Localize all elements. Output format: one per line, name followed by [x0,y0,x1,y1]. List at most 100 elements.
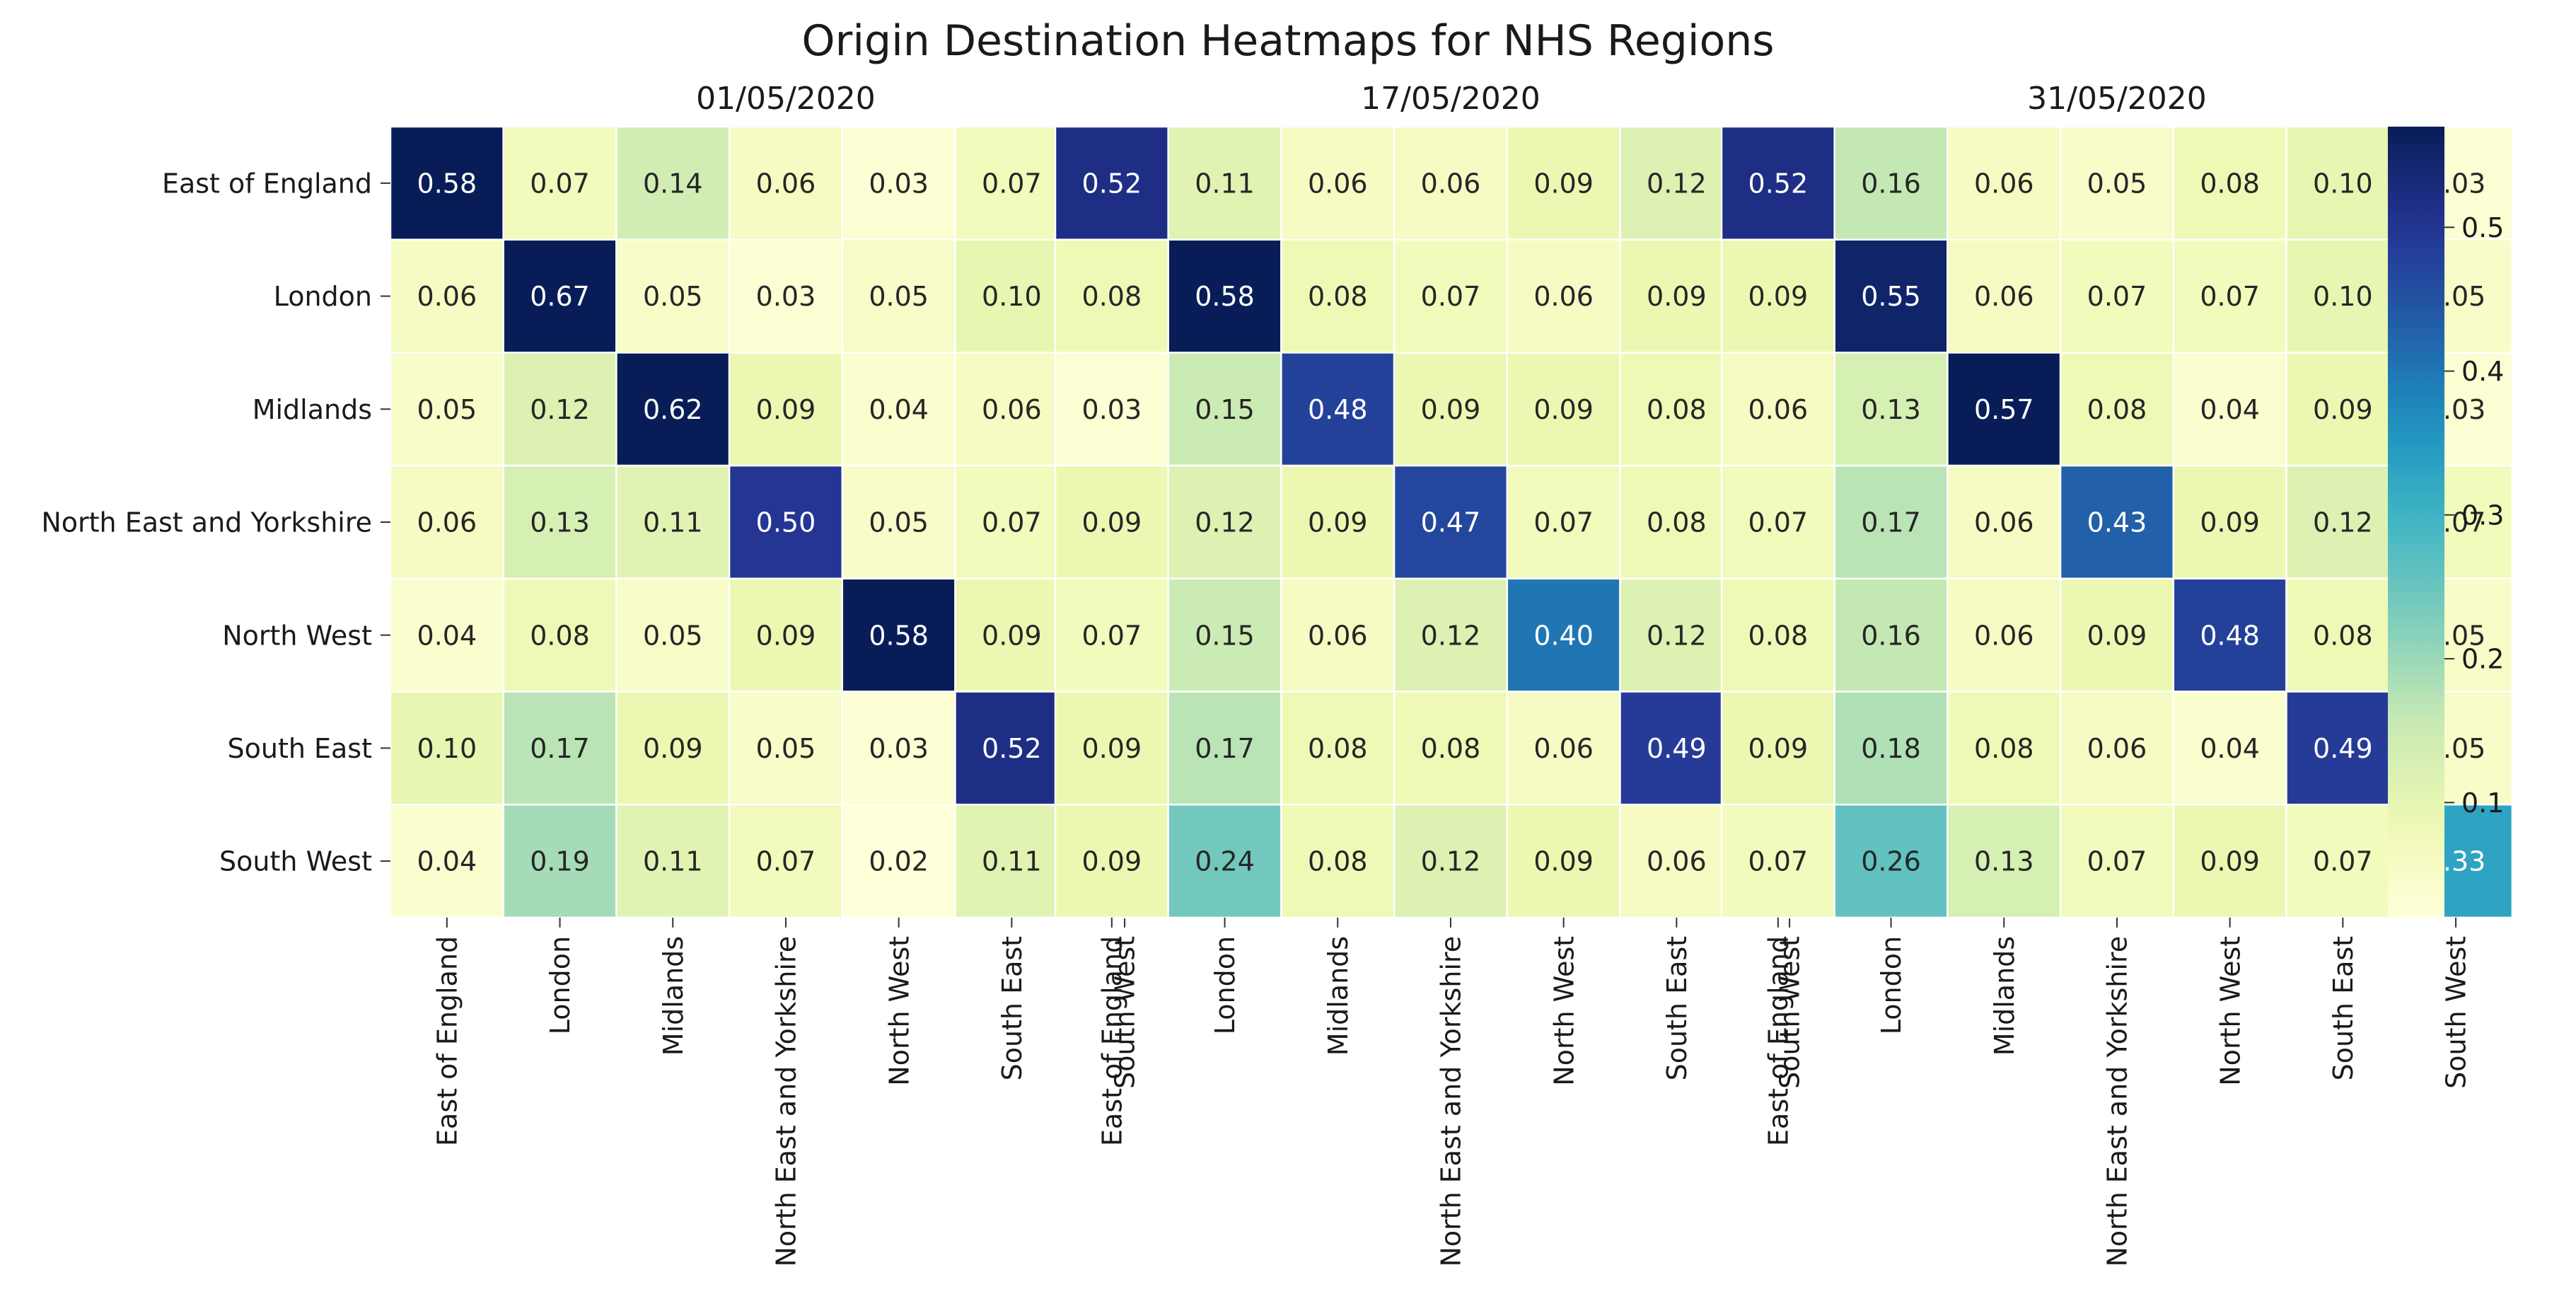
cell-value-label: 0.07 [2087,281,2147,312]
y-tick-label-midlands: Midlands [253,394,372,425]
x-tick-label-north-east-and-yorkshire: North East and Yorkshire [771,936,802,1267]
x-tick-label-south-west: South West [1110,936,1141,1089]
cell-value-label: 0.08 [1308,281,1368,312]
cell-value-label: 0.12 [530,394,590,425]
cell-value-label: 0.07 [1082,620,1142,651]
cell-value-label: 0.07 [756,846,816,877]
cell-value-label: 0.58 [417,168,477,200]
cell-value-label: 0.48 [2200,620,2260,651]
cell-value-label: 0.04 [417,846,477,877]
heatmap-cell [2172,803,2287,919]
heatmap-cell [2172,238,2287,354]
panel-title: 17/05/2020 [1361,81,1541,117]
heatmap-cell [1054,125,1169,241]
cell-value-label: 0.07 [530,168,590,200]
heatmap-cell [1619,577,1734,693]
cell-value-label: 0.06 [1533,733,1594,764]
cell-value-label: 0.06 [1421,168,1481,200]
heatmap-cell [615,238,731,354]
heatmap-cell [1280,352,1396,467]
cell-value-label: 0.06 [1533,281,1594,312]
heatmap-cell [1393,238,1509,354]
x-tick-label-east-of-england: East of England [1097,936,1128,1146]
heatmap-cell [1946,352,2062,467]
heatmap-cell [1054,352,1169,467]
cell-value-label: 0.07 [1748,846,1809,877]
cell-value-label: 0.08 [530,620,590,651]
cell-value-label: 0.06 [982,394,1042,425]
cell-value-label: 0.07 [1748,507,1809,538]
heatmap-cell [1167,125,1282,241]
colorbar-tick-label: 0.4 [2461,356,2504,387]
heatmap-cell [1720,464,1835,580]
cell-value-label: 0.06 [1308,168,1368,200]
cell-value-label: 0.04 [869,394,929,425]
cell-value-label: 0.08 [1647,394,1707,425]
cell-value-label: 0.12 [1195,507,1255,538]
heatmap-cell [1720,577,1835,693]
cell-value-label: 0.05 [643,281,703,312]
x-tick-label-north-east-and-yorkshire: North East and Yorkshire [1436,936,1467,1267]
heatmap-cell [2285,238,2401,354]
heatmap-cell [615,577,731,693]
heatmap-cell [1833,125,1949,241]
heatmap-cell [2285,691,2401,806]
heatmap-cell [1167,577,1282,693]
cell-value-label: 0.19 [530,846,590,877]
cell-value-label: 0.40 [1533,620,1594,651]
cell-value-label: 0.08 [1647,507,1707,538]
colorbar-tick-label: 0.5 [2461,212,2504,243]
y-tick-label-north-west: North West [222,620,372,651]
cell-value-label: 0.49 [2313,733,2373,764]
heatmap-cell [1720,125,1835,241]
cell-value-label: 0.52 [1748,168,1809,200]
cell-value-label: 0.08 [1421,733,1481,764]
x-tick-label-south-west: South West [1775,936,1806,1089]
heatmap-cell [615,803,731,919]
heatmap-cell [1506,464,1621,580]
heatmap-cell [2285,803,2401,919]
heatmap-cell [2285,352,2401,467]
heatmap-cell [1393,352,1509,467]
heatmap-cell [1619,803,1734,919]
cell-value-label: 0.05 [2087,168,2147,200]
cell-value-label: 0.08 [2087,394,2147,425]
x-tick-label-south-east: South East [2328,936,2359,1081]
cell-value-label: 0.17 [1195,733,1255,764]
cell-value-label: 0.52 [982,733,1042,764]
cell-value-label: 0.06 [417,281,477,312]
heatmap-cell [2059,352,2175,467]
cell-value-label: 0.09 [1421,394,1481,425]
heatmap-cell [1280,464,1396,580]
heatmap-panel-1: 01/05/2020 0.58 0.07 0.14 0.06 0.03 0.07 0.04 0.… [41,81,1183,1267]
cell-value-label: 0.10 [2313,281,2373,312]
cell-value-label: 0.07 [1533,507,1594,538]
cell-value-label: 0.06 [756,168,816,200]
heatmap-cell [1946,464,2062,580]
cell-value-label: 0.06 [1974,507,2034,538]
heatmap-cell [1833,691,1949,806]
x-tick-label-south-west: South West [2441,936,2472,1089]
cell-value-label: 0.06 [1647,846,1707,877]
heatmap-cell [1946,577,2062,693]
panel-title: 01/05/2020 [696,81,876,117]
colorbar-tick-label: 0.3 [2461,500,2504,531]
colorbar-tick-label: 0.2 [2461,644,2504,675]
cell-value-label: 0.11 [982,846,1042,877]
x-tick-label-midlands: Midlands [658,936,689,1056]
cell-value-label: 0.57 [1974,394,2034,425]
cell-value-label: 0.49 [1647,733,1707,764]
heatmap-cell [1833,577,1949,693]
cell-value-label: 0.06 [2087,733,2147,764]
x-tick-label-east-of-england: East of England [432,936,463,1146]
heatmap-cell [502,803,617,919]
cell-value-label: 0.12 [1421,620,1481,651]
cell-value-label: 0.03 [869,733,929,764]
x-tick-label-south-east: South East [997,936,1028,1081]
cell-value-label: 0.48 [1308,394,1368,425]
heatmap-cell [1946,125,2062,241]
cell-value-label: 0.08 [2313,620,2373,651]
colorbar-tick-label: 0.1 [2461,787,2504,819]
heatmap-cell [1619,238,1734,354]
